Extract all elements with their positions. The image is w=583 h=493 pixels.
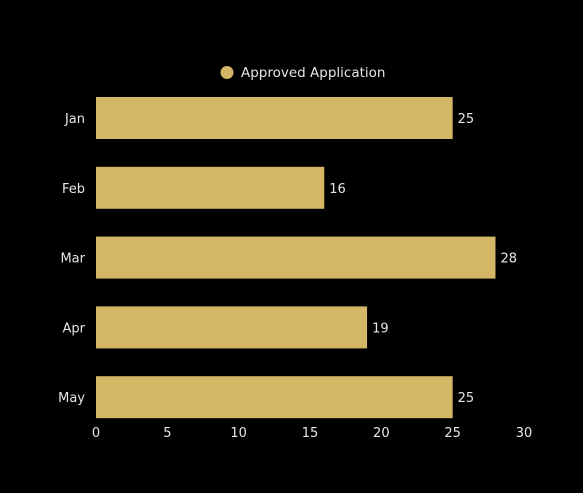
x-tick-label-30: 30 bbox=[516, 426, 533, 441]
data-label-jan: 25 bbox=[458, 112, 475, 127]
x-axis-tick-labels: 0 5 10 15 20 25 30 bbox=[92, 426, 532, 441]
data-label-feb: 16 bbox=[329, 182, 346, 197]
x-tick-label-20: 20 bbox=[373, 426, 390, 441]
x-tick-label-25: 25 bbox=[444, 426, 461, 441]
x-tick-label-15: 15 bbox=[302, 426, 319, 441]
x-tick-label-10: 10 bbox=[230, 426, 247, 441]
y-tick-label-mar: Mar bbox=[60, 252, 85, 267]
x-tick-label-0: 0 bbox=[92, 426, 100, 441]
bar-may bbox=[96, 376, 453, 419]
bar-feb bbox=[96, 166, 325, 209]
data-label-mar: 28 bbox=[500, 252, 517, 267]
x-tick-label-5: 5 bbox=[163, 426, 171, 441]
bar-jan bbox=[96, 97, 453, 139]
y-tick-label-may: May bbox=[58, 391, 85, 406]
bar-mar bbox=[96, 236, 496, 279]
legend: Approved Application bbox=[220, 65, 385, 81]
bars-group: 25 16 28 19 25 bbox=[96, 97, 517, 419]
bar-apr bbox=[96, 306, 368, 349]
legend-label: Approved Application bbox=[241, 65, 385, 81]
y-axis-labels: Jan Feb Mar Apr May bbox=[58, 112, 86, 406]
y-tick-label-apr: Apr bbox=[63, 321, 86, 336]
data-label-may: 25 bbox=[458, 391, 475, 406]
data-label-apr: 19 bbox=[372, 321, 389, 336]
legend-swatch-icon bbox=[220, 66, 234, 79]
y-tick-label-jan: Jan bbox=[64, 112, 85, 127]
y-tick-label-feb: Feb bbox=[62, 182, 85, 197]
